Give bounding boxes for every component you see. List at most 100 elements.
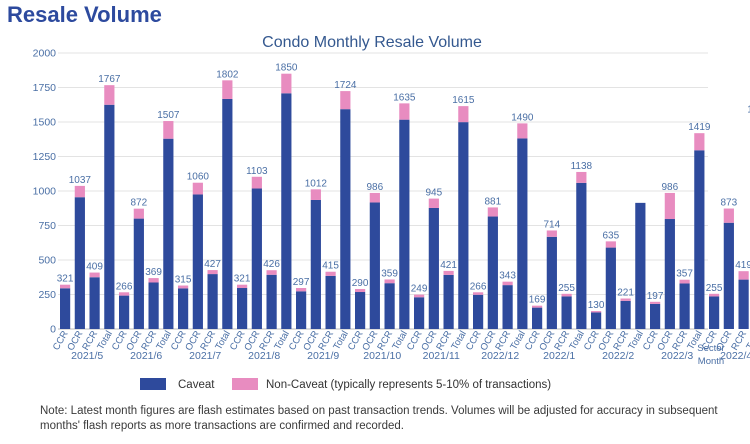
x-sector-label: RCR	[611, 329, 631, 352]
non-caveat-bar	[237, 284, 248, 289]
legend-label-non-caveat: Non-Caveat (typically represents 5-10% o…	[266, 379, 551, 391]
caveat-bar	[325, 275, 336, 329]
bar-value-label: 169	[529, 295, 546, 306]
y-tick-label: 1500	[33, 117, 57, 129]
bar-value-label: 1615	[452, 95, 475, 106]
non-caveat-bar	[60, 284, 71, 289]
bar-value-label: 369	[145, 267, 162, 278]
bar-value-label: 872	[131, 198, 148, 209]
caveat-bar	[281, 93, 292, 330]
bar-value-label: 297	[293, 277, 310, 288]
non-caveat-bar	[74, 185, 85, 198]
y-tick-label: 1000	[33, 186, 57, 198]
legend-swatch-non-caveat	[232, 378, 258, 390]
caveat-bar	[60, 288, 71, 329]
non-caveat-bar	[251, 176, 262, 189]
bar-value-label: 1103	[246, 166, 268, 177]
x-sector-label: RCR	[670, 329, 690, 352]
caveat-bar	[576, 182, 587, 329]
x-sector-label: RCR	[375, 329, 395, 352]
bar-value-label: 986	[367, 182, 384, 193]
non-caveat-bar	[178, 285, 189, 289]
caveat-bar	[473, 294, 484, 329]
x-month-label: 2022/12	[481, 350, 519, 362]
non-caveat-bar	[487, 207, 498, 217]
caveat-bar	[133, 218, 144, 329]
bar-value-label: 1060	[187, 172, 210, 183]
caveat-bar	[251, 188, 262, 329]
caveat-bar	[664, 219, 675, 329]
caveat-bar	[207, 274, 218, 329]
x-sector-label: RCR	[493, 329, 513, 352]
caveat-bar	[310, 199, 321, 329]
non-caveat-bar	[310, 189, 321, 200]
non-caveat-bar	[399, 103, 410, 120]
non-caveat-bar	[723, 208, 734, 223]
non-caveat-bar	[502, 281, 513, 286]
caveat-bar	[296, 291, 307, 329]
bar-value-label: 290	[352, 278, 369, 289]
x-month-label: 2021/6	[130, 350, 162, 362]
page-title: Resale Volume	[7, 2, 162, 27]
bar-value-label: 421	[440, 260, 457, 271]
x-sector-label: RCR	[316, 329, 336, 352]
sector-axis-label: Sector	[697, 343, 724, 354]
x-sector-label: RCR	[80, 329, 100, 352]
bar-value-label: 359	[381, 268, 398, 279]
bar-value-label: 945	[426, 188, 443, 199]
bar-value-label: 197	[647, 291, 664, 302]
bar-value-label: 873	[721, 198, 738, 209]
bar-value-label: 343	[499, 271, 516, 282]
y-tick-label: 2000	[33, 48, 57, 60]
non-caveat-bar	[679, 279, 690, 284]
x-month-label: 2021/11	[423, 350, 460, 362]
non-caveat-bar	[517, 123, 528, 139]
bar-value-label: 635	[603, 230, 620, 241]
caveat-bar	[532, 307, 543, 329]
non-caveat-bar	[591, 311, 602, 313]
x-month-label: 2021/7	[189, 350, 221, 362]
caveat-bar	[709, 296, 720, 329]
legend-label-caveat: Caveat	[178, 379, 215, 391]
caveat-bar	[119, 295, 130, 329]
caveat-bar	[192, 194, 203, 329]
x-month-label: 2022/4	[720, 350, 750, 362]
bar-value-label: 1507	[157, 110, 180, 121]
caveat-bar	[163, 138, 174, 329]
x-sector-label: RCR	[729, 329, 749, 352]
y-tick-label: 0	[50, 324, 56, 336]
bar-value-label: 221	[617, 288, 634, 299]
non-caveat-bar	[458, 106, 469, 123]
non-caveat-bar	[738, 271, 749, 280]
caveat-bar	[89, 277, 100, 329]
bar-value-label: 255	[706, 283, 723, 294]
caveat-bar	[487, 216, 498, 329]
caveat-bar	[104, 104, 115, 329]
x-sector-label: RCR	[434, 329, 454, 352]
bar-value-label: 266	[116, 281, 133, 292]
non-caveat-bar	[89, 272, 100, 278]
bar-value-label: 321	[57, 274, 74, 285]
caveat-bar	[679, 283, 690, 329]
caveat-bar	[620, 300, 631, 329]
caveat-bar	[340, 109, 351, 329]
caveat-bar	[650, 303, 661, 329]
non-caveat-bar	[325, 271, 336, 276]
footnote: Note: Latest month figures are flash est…	[40, 405, 718, 432]
non-caveat-bar	[546, 230, 557, 237]
bar-value-label: 1635	[393, 92, 416, 103]
caveat-bar	[384, 283, 395, 329]
caveat-bar	[369, 202, 380, 329]
non-caveat-bar	[281, 73, 292, 94]
bar-value-label: 249	[411, 284, 428, 295]
x-sector-label: Total	[744, 329, 750, 352]
caveat-bar	[517, 138, 528, 329]
x-month-label: 2022/3	[661, 350, 693, 362]
caveat-bar	[222, 98, 233, 329]
bar-value-label: 1767	[98, 74, 121, 85]
bar-value-label: 1490	[511, 112, 534, 123]
month-axis-label: Month	[698, 356, 724, 367]
non-caveat-bar	[605, 241, 616, 248]
x-month-label: 2021/5	[71, 350, 103, 362]
non-caveat-bar	[650, 301, 661, 304]
